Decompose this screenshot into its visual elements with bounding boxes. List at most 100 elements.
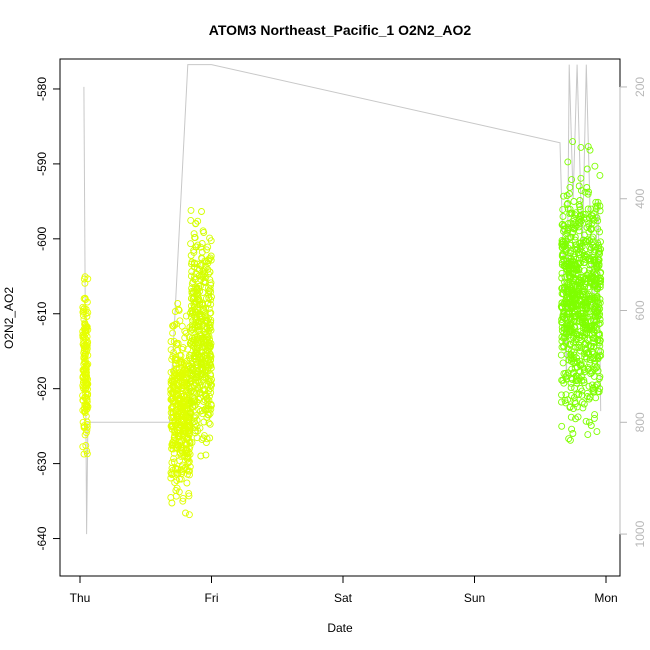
data-point (581, 251, 589, 259)
x-tick-label: Mon (594, 591, 617, 605)
data-point (190, 397, 198, 405)
data-point (589, 233, 597, 241)
data-point (590, 414, 598, 422)
data-point (169, 397, 177, 405)
data-point (189, 326, 197, 333)
data-point (205, 287, 213, 295)
data-point (574, 363, 581, 371)
data-point (207, 256, 215, 264)
data-point (582, 322, 589, 330)
data-point (79, 406, 87, 414)
data-point (582, 417, 590, 425)
data-point (565, 435, 573, 443)
data-point (593, 285, 601, 293)
data-point (584, 143, 592, 151)
data-point (79, 303, 87, 311)
data-point (172, 360, 180, 368)
data-point (559, 244, 567, 252)
data-point (596, 276, 604, 284)
data-point (205, 387, 212, 395)
data-point (562, 373, 569, 381)
data-point (584, 290, 592, 298)
data-point (564, 396, 572, 404)
data-point (199, 386, 207, 394)
data-point (579, 309, 587, 317)
data-point (202, 405, 210, 412)
data-point (593, 264, 601, 272)
data-point (169, 353, 177, 360)
data-point (590, 365, 598, 373)
data-point (83, 420, 91, 428)
data-point (175, 306, 183, 314)
data-point (188, 366, 196, 374)
data-point (167, 338, 175, 345)
data-point (83, 323, 91, 331)
data-point (208, 376, 215, 384)
data-point (574, 245, 582, 253)
data-point (584, 363, 592, 371)
data-point (203, 380, 211, 388)
data-point (562, 245, 570, 253)
data-point (168, 423, 175, 430)
data-point (176, 433, 184, 441)
data-point (188, 268, 196, 275)
data-point (580, 379, 588, 386)
data-point (563, 192, 571, 199)
data-point (79, 418, 87, 426)
y2-tick-label: 200 (633, 77, 647, 97)
data-point (575, 223, 583, 231)
data-point (596, 331, 603, 339)
y-tick-label: -630 (35, 451, 49, 475)
y2-tick-label: 800 (633, 412, 647, 432)
data-point (194, 241, 202, 249)
data-point (187, 355, 195, 363)
data-point (168, 459, 176, 467)
data-point (172, 394, 180, 402)
data-point (573, 358, 581, 366)
data-point (185, 489, 193, 497)
data-point (79, 328, 87, 335)
x-axis: Thu Fri Sat Sun Mon (70, 575, 618, 605)
x-axis-label: Date (327, 621, 353, 635)
data-point (559, 313, 567, 321)
data-point (205, 294, 213, 302)
data-point (206, 385, 214, 393)
data-point (561, 273, 569, 281)
y2-tick-label: 600 (633, 300, 647, 320)
chart-title: ATOM3 Northeast_Pacific_1 O2N2_AO2 (209, 22, 472, 38)
data-point (557, 351, 565, 359)
data-point (576, 216, 584, 223)
data-point (187, 240, 195, 248)
data-point (206, 434, 214, 442)
x-tick-label: Sun (464, 591, 485, 605)
data-point (169, 421, 176, 429)
data-point (594, 198, 602, 206)
data-point (585, 418, 593, 426)
data-point (591, 361, 599, 369)
data-point (572, 241, 580, 249)
data-point (564, 158, 572, 166)
data-point (188, 307, 196, 314)
data-point (569, 302, 577, 310)
data-point (593, 309, 601, 317)
data-point (575, 284, 583, 291)
data-point (81, 279, 89, 287)
data-point (202, 451, 210, 459)
data-point (569, 430, 577, 437)
data-point (168, 405, 176, 413)
data-point (593, 428, 601, 436)
data-point (83, 403, 90, 411)
data-point (207, 288, 215, 296)
data-point (559, 359, 567, 367)
y-tick-label: -580 (35, 77, 49, 101)
data-point (201, 257, 209, 265)
data-point (591, 411, 599, 419)
data-point (566, 403, 574, 411)
data-point (202, 314, 210, 322)
data-point (190, 259, 198, 267)
data-point (183, 382, 191, 390)
data-point (192, 270, 200, 277)
data-point (566, 436, 574, 444)
data-point (182, 441, 190, 449)
data-point (206, 420, 214, 428)
